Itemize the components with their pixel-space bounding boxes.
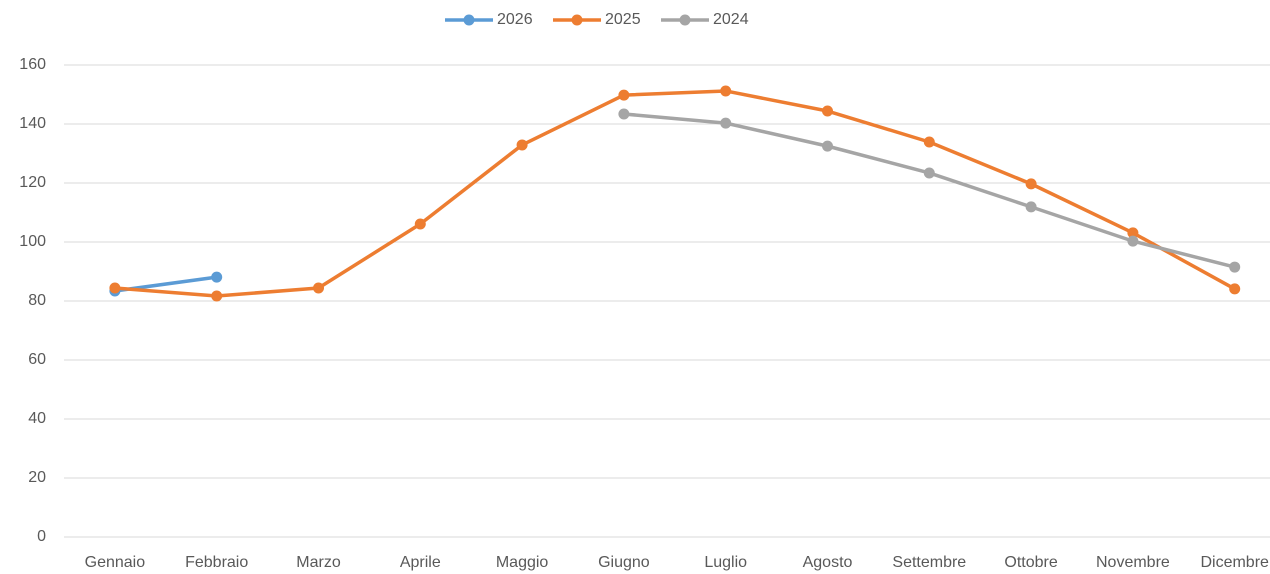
data-point [211, 271, 223, 283]
data-point [1229, 283, 1241, 295]
data-point [618, 89, 630, 101]
y-tick-label: 40 [28, 410, 46, 427]
data-point [313, 282, 324, 294]
x-tick-label: Agosto [803, 554, 853, 571]
data-point [211, 290, 223, 302]
data-point [109, 282, 121, 294]
legend-label: 2026 [497, 11, 533, 28]
legend-marker [571, 14, 583, 26]
data-point [720, 117, 732, 129]
y-tick-label: 120 [19, 174, 46, 191]
legend-label: 2024 [713, 11, 749, 28]
y-tick-label: 80 [28, 292, 46, 309]
x-tick-label: Gennaio [85, 554, 146, 571]
legend-marker [463, 14, 475, 26]
data-point [923, 167, 935, 179]
x-tick-label: Aprile [400, 554, 441, 571]
x-tick-label: Giugno [598, 554, 650, 571]
x-tick-label: Dicembre [1200, 554, 1269, 571]
data-point [414, 218, 426, 230]
x-tick-label: Luglio [704, 554, 747, 571]
data-point [923, 136, 935, 148]
data-point [822, 140, 833, 152]
legend-label: 2025 [605, 11, 641, 28]
data-point [720, 85, 732, 97]
data-point [1025, 201, 1037, 213]
y-tick-label: 20 [28, 469, 46, 486]
y-tick-label: 60 [28, 351, 46, 368]
series-line [114, 89, 1236, 298]
data-point [516, 139, 528, 151]
y-tick-label: 140 [19, 115, 46, 132]
data-point [1025, 178, 1037, 190]
data-point [1229, 261, 1241, 273]
data-point [822, 105, 833, 117]
x-tick-label: Marzo [296, 554, 341, 571]
legend-marker [679, 14, 691, 26]
x-tick-label: Novembre [1096, 554, 1170, 571]
x-tick-label: Ottobre [1004, 554, 1057, 571]
x-tick-label: Maggio [496, 554, 549, 571]
data-point [1127, 235, 1139, 247]
y-tick-label: 0 [37, 528, 46, 545]
x-tick-label: Febbraio [185, 554, 248, 571]
y-tick-label: 100 [19, 233, 46, 250]
data-point [1127, 227, 1139, 239]
data-point [618, 108, 630, 120]
x-tick-label: Settembre [892, 554, 966, 571]
y-tick-label: 160 [19, 56, 46, 73]
